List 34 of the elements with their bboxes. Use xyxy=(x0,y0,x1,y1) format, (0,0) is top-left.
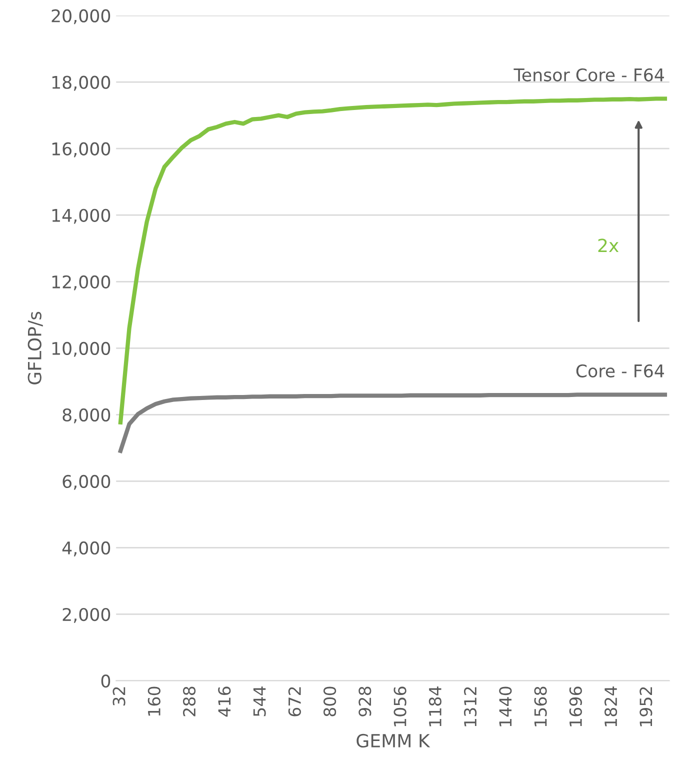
y-tick-label: 0 xyxy=(101,674,110,688)
series-label: Tensor Core - F64 xyxy=(514,68,664,82)
y-tick-label: 4,000 xyxy=(62,541,110,556)
x-axis-title: GEMM K xyxy=(356,734,430,748)
x-tick-label: 544 xyxy=(253,686,266,716)
x-tick-label: 800 xyxy=(323,686,336,716)
x-tick-label: 32 xyxy=(112,687,126,706)
line-series xyxy=(118,96,668,424)
y-tick-label: 20,000 xyxy=(52,9,110,24)
y-tick-label: 12,000 xyxy=(52,275,110,290)
x-tick-label: 160 xyxy=(148,686,160,716)
x-tick-label: 1824 xyxy=(604,686,618,726)
x-tick-label: 1568 xyxy=(534,686,547,726)
x-tick-label: 416 xyxy=(218,686,231,717)
x-tick-label: 928 xyxy=(358,686,372,716)
x-tick-label: 288 xyxy=(182,686,196,716)
y-axis-title: GFLOP/s xyxy=(28,312,43,384)
y-tick-label: 8,000 xyxy=(62,408,110,424)
line-series xyxy=(118,392,668,454)
x-tick-label: 1312 xyxy=(464,687,477,726)
x-tick-label: 1440 xyxy=(499,686,512,726)
y-tick-label: 14,000 xyxy=(52,208,110,224)
x-tick-label: 672 xyxy=(288,687,301,716)
annotation: 2x xyxy=(598,238,619,252)
y-tick-label: 16,000 xyxy=(52,142,110,158)
x-tick-label: 1952 xyxy=(640,687,652,726)
x-tick-label: 1696 xyxy=(569,686,582,726)
y-tick-label: 18,000 xyxy=(52,76,110,91)
x-tick-label: 1056 xyxy=(394,686,406,726)
y-tick-label: 6,000 xyxy=(62,474,110,490)
series-label: Core - F64 xyxy=(576,364,664,378)
y-tick-label: 2,000 xyxy=(62,608,110,623)
x-tick-label: 1184 xyxy=(428,686,442,726)
y-tick-label: 10,000 xyxy=(52,342,110,357)
